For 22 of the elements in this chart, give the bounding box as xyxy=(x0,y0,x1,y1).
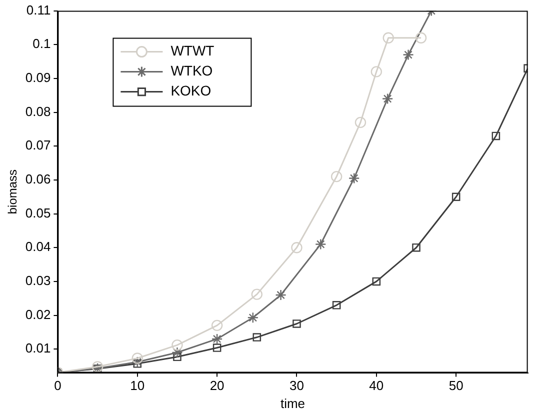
x-axis-title: time xyxy=(280,396,306,411)
y-tick-label: 0.08 xyxy=(25,104,51,119)
x-tick-label: 0 xyxy=(54,378,62,394)
y-tick-label: 0.01 xyxy=(25,340,51,356)
x-tick-label: 50 xyxy=(448,378,464,394)
y-tick-label: 0.03 xyxy=(25,273,51,288)
y-tick-label: 0.06 xyxy=(25,172,51,187)
y-tick-label: 0.05 xyxy=(25,205,51,220)
legend-label: KOKO xyxy=(170,82,212,99)
legend-label: WTKO xyxy=(170,62,213,79)
x-tick-label: 30 xyxy=(290,378,304,394)
x-tick-label: 10 xyxy=(130,378,145,394)
y-tick-label: 0.1 xyxy=(32,36,51,52)
y-axis-title: biomass xyxy=(6,169,20,214)
y-tick-label: 0.09 xyxy=(25,70,51,86)
y-tick-label: 0.07 xyxy=(25,138,51,153)
y-tick-label: 0.11 xyxy=(26,2,51,18)
legend-label: WTWT xyxy=(170,42,215,59)
x-tick-label: 20 xyxy=(210,378,224,394)
y-tick-label: 0.02 xyxy=(25,306,51,322)
x-tick-label: 40 xyxy=(369,378,384,394)
y-tick-label: 0.04 xyxy=(25,239,51,254)
